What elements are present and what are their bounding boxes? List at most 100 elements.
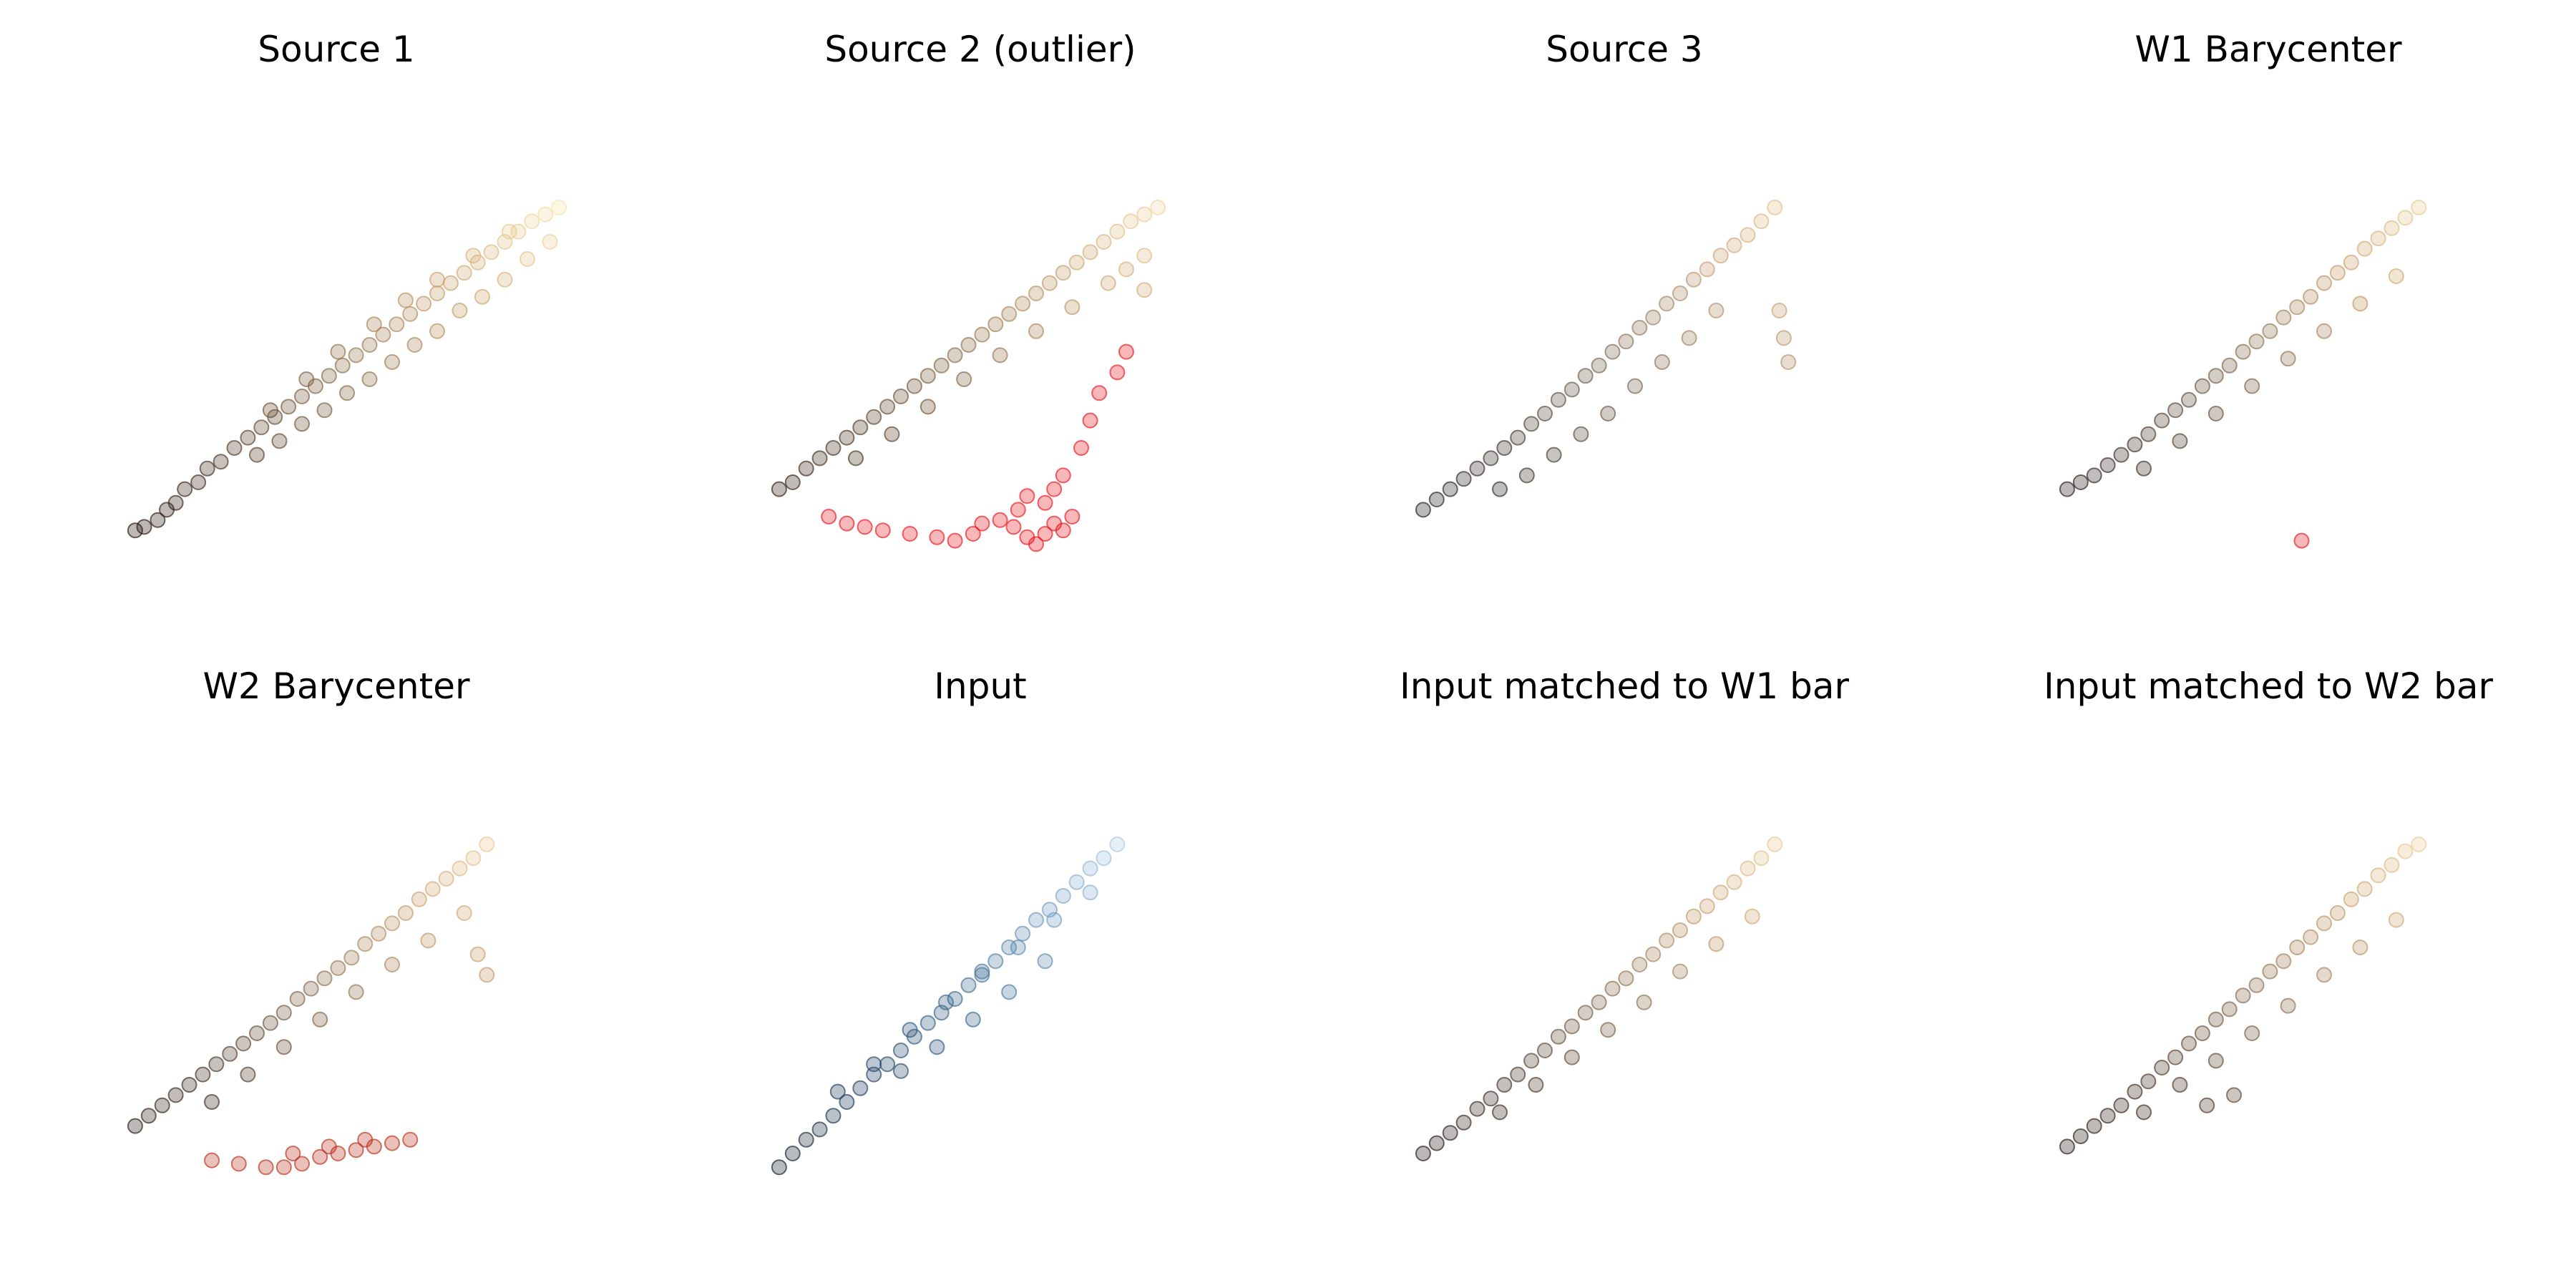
scatter-point [879, 1056, 896, 1073]
scatter-point [947, 532, 963, 549]
scatter-point [2316, 967, 2332, 983]
scatter-point [1550, 1028, 1566, 1045]
scatter-point [343, 950, 360, 966]
scatter-point [1636, 994, 1652, 1010]
scatter-point [1726, 237, 1742, 253]
scatter-point [2235, 987, 2251, 1004]
scatter-point [2343, 891, 2359, 907]
scatter-point [1645, 946, 1662, 962]
scatter-point [1685, 908, 1702, 924]
scatter-point [321, 368, 337, 384]
scatter-plot [771, 200, 1166, 552]
scatter-point [429, 323, 445, 339]
scatter-point [312, 1011, 328, 1028]
scatter-point [240, 1066, 256, 1083]
scatter-point [127, 522, 143, 539]
scatter-point [1055, 888, 1071, 904]
scatter-point [524, 213, 540, 230]
scatter-point [919, 1015, 936, 1031]
scatter-point [2086, 1118, 2102, 1134]
scatter-point [1492, 1104, 1508, 1121]
scatter-point [357, 936, 374, 952]
panel-w1-barycenter: W1 Barycenter [1946, 7, 2576, 637]
scatter-point [280, 399, 297, 415]
scatter-point [452, 860, 468, 877]
scatter-point [1712, 884, 1729, 901]
scatter-point [2172, 1077, 2188, 1093]
scatter-point [1428, 1135, 1445, 1151]
scatter-point [2316, 275, 2332, 291]
scatter-point [2226, 1087, 2242, 1103]
scatter-point [312, 1148, 328, 1165]
scatter-point [1685, 271, 1702, 288]
scatter-plot [2059, 836, 2427, 1155]
scatter-point [2316, 915, 2332, 932]
scatter-point [1483, 450, 1499, 467]
scatter-point [2262, 963, 2278, 980]
scatter-point [947, 347, 963, 364]
scatter-point [2352, 296, 2368, 312]
scatter-point [294, 389, 310, 404]
scatter-point [406, 337, 423, 353]
scatter-point [2329, 905, 2346, 921]
scatter-point [442, 275, 459, 291]
scatter-point [1100, 275, 1116, 291]
panel-source-1: Source 1 [14, 7, 658, 637]
scatter-point [1740, 860, 1756, 877]
scatter-point [1055, 522, 1071, 539]
scatter-point [784, 474, 801, 490]
scatter-point [275, 1039, 292, 1055]
scatter-point [208, 1056, 225, 1073]
scatter-point [361, 337, 378, 353]
scatter-point [303, 980, 319, 997]
scatter-point [334, 357, 351, 374]
scatter-point [1015, 296, 1031, 312]
scatter-point [249, 1025, 265, 1041]
scatter-point [919, 368, 936, 384]
scatter-point [2280, 351, 2296, 367]
scatter-point [181, 1077, 197, 1093]
scatter-point [902, 1022, 918, 1038]
scatter-point [294, 416, 310, 432]
scatter-point [1041, 275, 1058, 291]
scatter-point [240, 429, 256, 446]
scatter-point [2059, 1138, 2075, 1155]
scatter-point [1672, 922, 1688, 938]
scatter-point [771, 1159, 787, 1176]
scatter-point [2127, 1083, 2143, 1100]
scatter-point [195, 1066, 211, 1083]
scatter-point [316, 970, 333, 987]
scatter-point [884, 426, 900, 442]
scatter-point [411, 891, 427, 907]
scatter-point [2356, 881, 2373, 897]
scatter-point [479, 967, 495, 983]
scatter-point [1563, 1049, 1580, 1065]
panel-input-matched-w1: Input matched to W1 bar [1302, 644, 1946, 1274]
scatter-point [1096, 850, 1112, 867]
scatter-point [339, 385, 355, 401]
scatter-point [1563, 381, 1580, 398]
scatter-point [821, 509, 837, 525]
scatter-point [1699, 261, 1715, 278]
scatter-point [1681, 330, 1697, 346]
scatter-point [1591, 357, 1607, 374]
scatter-point [1064, 299, 1080, 316]
scatter-point [2275, 953, 2292, 970]
scatter-plot [771, 836, 1126, 1176]
scatter-point [384, 1135, 400, 1151]
scatter-point [429, 286, 445, 301]
scatter-point [1708, 936, 1724, 952]
scatter-point [956, 371, 972, 387]
scatter-point [230, 1156, 247, 1172]
scatter-point [542, 234, 558, 250]
scatter-point [1046, 912, 1063, 928]
scatter-point [965, 1011, 981, 1028]
scatter-point [1082, 884, 1098, 901]
scatter-point [2136, 460, 2152, 477]
scatter-point [2244, 1025, 2260, 1041]
scatter-point [2113, 1097, 2129, 1113]
scatter-point [1577, 1005, 1594, 1021]
scatter-point [262, 402, 278, 419]
scatter-point [275, 1159, 292, 1176]
scatter-plot [1415, 836, 1783, 1161]
